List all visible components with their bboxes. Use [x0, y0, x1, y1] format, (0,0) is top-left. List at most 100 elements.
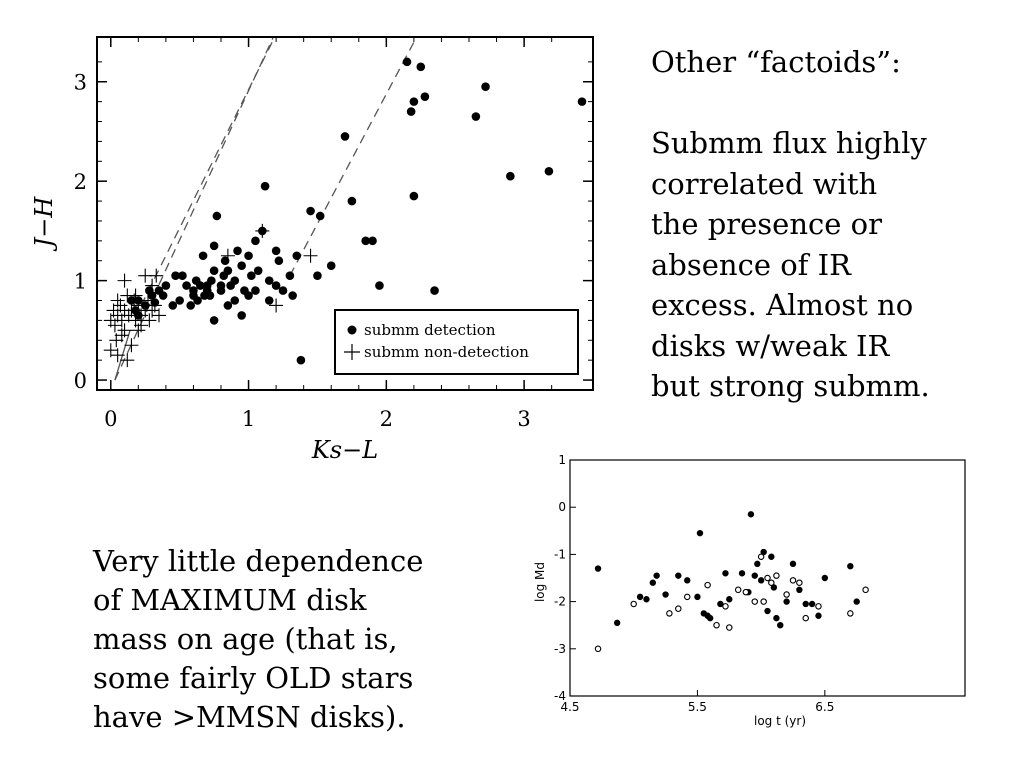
chart1-detection-point — [375, 281, 384, 290]
chart2-open-point — [704, 581, 711, 589]
chart2-filled-point — [802, 600, 809, 608]
chart1-detection-point — [278, 286, 288, 295]
chart2-filled-point — [757, 577, 765, 584]
chart2-filled-point — [696, 529, 704, 537]
chart1-detection-point — [264, 296, 274, 305]
chart1-x-tick-label: 1 — [242, 407, 255, 431]
chart1-detection-point — [145, 286, 154, 295]
chart2-x-tick-label: 5.5 — [688, 700, 707, 714]
chart1-detection-point — [178, 271, 187, 280]
chart1-y-tick-label: 0 — [74, 369, 87, 393]
chart1-detection-point — [251, 286, 260, 295]
chart1-legend-box — [334, 309, 579, 375]
chart2-open-point — [742, 588, 750, 596]
chart1-detection-point — [416, 62, 426, 72]
chart2-plot-frame — [569, 459, 966, 697]
chart1-x-axis-label: Ks−L — [311, 436, 378, 464]
chart2-open-point — [666, 610, 673, 617]
chart2-open-point — [783, 591, 790, 598]
chart2-x-tick-label: 6.5 — [815, 700, 834, 714]
chart1-x-tick-label: 2 — [380, 407, 393, 431]
chart2-filled-point — [747, 511, 755, 518]
chart2-open-point — [683, 593, 691, 601]
chart1-y-tick-label: 3 — [74, 71, 87, 95]
chart1-nondetection-point — [134, 318, 149, 333]
chart1-detection-point — [244, 251, 253, 261]
chart1-detection-point — [274, 256, 284, 266]
chart2-open-point — [760, 598, 767, 605]
chart1-detection-point — [237, 311, 246, 320]
chart2-filled-point — [815, 612, 822, 619]
chart2-open-point — [862, 586, 869, 594]
chart2-filled-point — [594, 565, 602, 572]
chart2-x-axis-label: log t (yr) — [754, 714, 806, 728]
chart1-detection-point — [237, 261, 246, 271]
chart1-detection-point — [223, 301, 233, 310]
chart2-open-point — [675, 605, 682, 612]
chart1-nondetection-point — [142, 313, 157, 328]
chart1-detection-point — [161, 281, 171, 290]
chart2-y-tick-label: -4 — [554, 689, 566, 703]
chart1-nondetection-point — [145, 278, 160, 293]
chart2-filled-point — [754, 560, 761, 568]
chart1-nondetection-point — [220, 248, 235, 263]
chart2-open-point — [773, 572, 780, 579]
chart2-filled-point — [777, 622, 784, 629]
chart2-y-axis-label: log Md — [533, 562, 547, 602]
chart1-legend-marker-detection — [347, 325, 357, 335]
chart2-open-point — [764, 574, 771, 582]
chart2-open-point — [796, 579, 803, 586]
chart1-detection-point — [506, 171, 515, 181]
chart1-reference-line — [289, 37, 418, 276]
chart1-detection-point — [471, 112, 481, 121]
chart1-detection-point — [368, 236, 377, 246]
chart1-detection-point — [313, 271, 322, 280]
chart2-open-point — [815, 603, 822, 610]
chart1-nondetection-point — [269, 298, 284, 313]
chart1-detection-point — [223, 266, 233, 275]
chart2-y-tick-label: -3 — [554, 642, 566, 656]
chart2-filled-point — [764, 607, 771, 615]
chart1-nondetection-point — [110, 348, 125, 363]
chart1-detection-point — [577, 97, 587, 106]
chart1-legend: submm detection submm non-detection — [334, 309, 579, 375]
chart2-filled-point — [662, 591, 669, 598]
chart2-filled-point — [796, 586, 803, 593]
chart1-detection-point — [315, 211, 325, 221]
chart2-filled-point — [847, 563, 854, 570]
chart1-detection-point — [189, 286, 198, 295]
chart1-detection-point — [209, 266, 219, 275]
chart2-y-tick-label: -2 — [554, 595, 566, 609]
chart2-filled-point — [789, 560, 797, 568]
chart1-nondetection-point — [109, 333, 124, 348]
chart1-marks — [103, 37, 587, 381]
chart1-detection-point — [186, 301, 195, 310]
chart1-detection-point — [402, 57, 412, 67]
chart1-legend-marker-nondetection — [344, 344, 360, 360]
chart1-plot-frame — [96, 36, 594, 391]
chart2-open-point — [768, 579, 775, 586]
chart1-detection-point — [296, 355, 306, 365]
chart1-x-tick-label: 0 — [104, 407, 117, 431]
chart2-filled-point — [613, 619, 621, 627]
chart1-legend-label-nondetection: submm non-detection — [364, 343, 529, 361]
chart1-detection-point — [264, 276, 274, 285]
chart1-detection-point — [175, 296, 184, 305]
chart1-detection-point — [420, 92, 430, 101]
chart2-open-point — [722, 603, 729, 610]
chart2-y-tick-label: 0 — [558, 500, 566, 514]
chart1-nondetection-point — [147, 298, 162, 313]
chart1-nondetection-point — [120, 353, 135, 368]
chart1-detection-point — [253, 266, 263, 275]
chart2-filled-point — [675, 572, 682, 579]
chart1-detection-point — [200, 291, 209, 300]
chart1-detection-point — [216, 286, 226, 295]
chart1-reference-line — [140, 37, 276, 306]
chart2-open-point — [751, 598, 759, 605]
chart2-filled-point — [770, 584, 778, 591]
chart2-filled-point — [694, 593, 701, 601]
chart1-detection-point — [271, 246, 281, 256]
chart1-y-tick-label: 1 — [74, 270, 87, 294]
chart2-open-point — [594, 645, 602, 653]
